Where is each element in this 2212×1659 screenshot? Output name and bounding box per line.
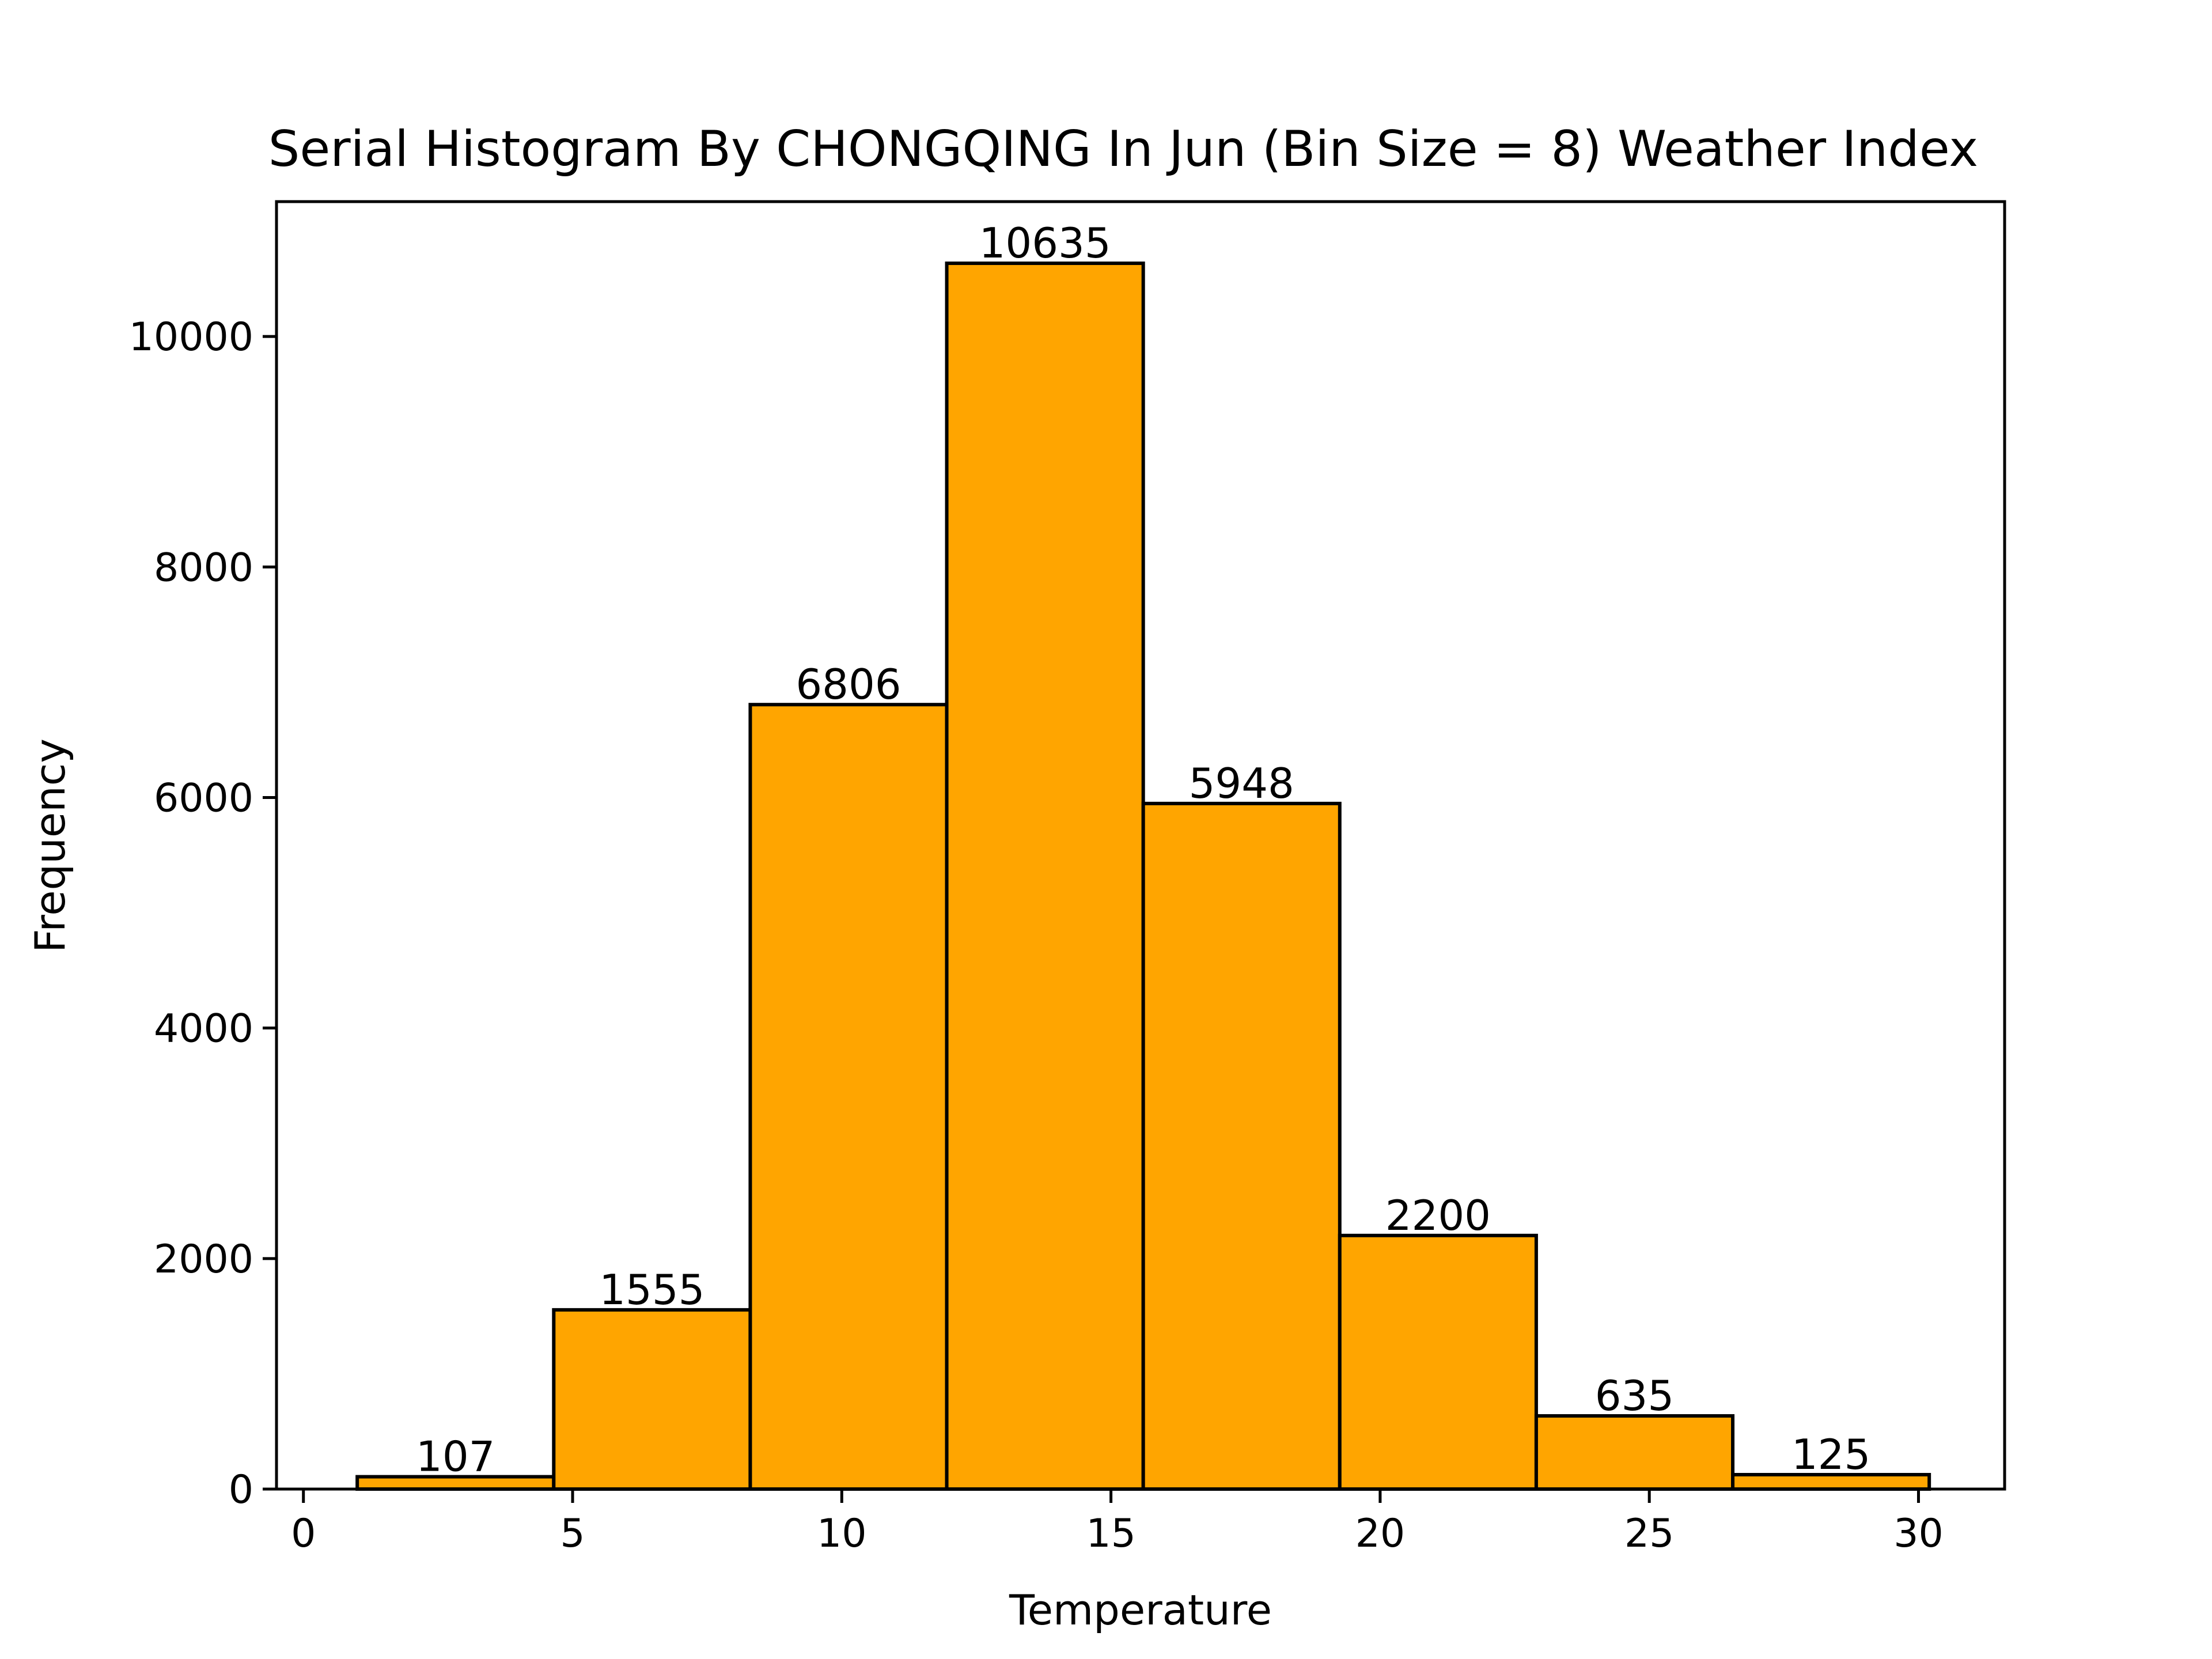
plot-frame [275,200,2006,1491]
bar-value-label: 6806 [796,660,901,709]
bar-value-label: 2200 [1385,1191,1491,1240]
x-tick-label: 0 [291,1511,316,1556]
histogram-bar [1731,1472,1931,1491]
x-tick-label: 20 [1355,1511,1406,1556]
bar-value-label: 107 [416,1433,495,1481]
y-axis-ticks: 0 2000 4000 6000 8000 10000 [129,315,276,1513]
bar-value-label: 125 [1791,1430,1870,1479]
x-tick-label: 25 [1624,1511,1675,1556]
y-tick-label: 6000 [154,775,253,821]
histogram-bar [552,1308,752,1491]
bars-layer [355,262,1931,1491]
y-axis-label: Frequency [26,738,74,953]
x-tick-label: 30 [1893,1511,1944,1556]
histogram-bar [945,262,1145,1491]
bar-value-label: 635 [1595,1372,1674,1420]
x-tick-label: 10 [817,1511,867,1556]
y-tick-label: 4000 [154,1006,253,1052]
y-tick-label: 2000 [154,1237,253,1282]
y-tick-label: 10000 [129,315,253,360]
y-tick-label: 8000 [154,545,253,590]
histogram-bar [1534,1414,1735,1491]
x-axis-ticks: 0 5 10 15 20 25 30 [291,1489,1944,1556]
histogram-bar [1141,801,1342,1491]
bar-value-label: 5948 [1189,759,1294,808]
chart-title: Serial Histogram By CHONGQING In Jun (Bi… [268,120,1978,178]
y-tick-label: 0 [229,1467,253,1513]
x-axis-label: Temperature [1009,1586,1272,1634]
bar-value-label: 10635 [979,219,1111,267]
histogram-bar [748,703,949,1491]
x-tick-label: 5 [560,1511,585,1556]
x-tick-label: 15 [1086,1511,1136,1556]
data-labels-layer: 107 1555 6806 10635 5948 2200 635 125 [416,219,1870,1481]
bar-value-label: 1555 [599,1266,704,1314]
histogram-bar [1338,1233,1538,1491]
